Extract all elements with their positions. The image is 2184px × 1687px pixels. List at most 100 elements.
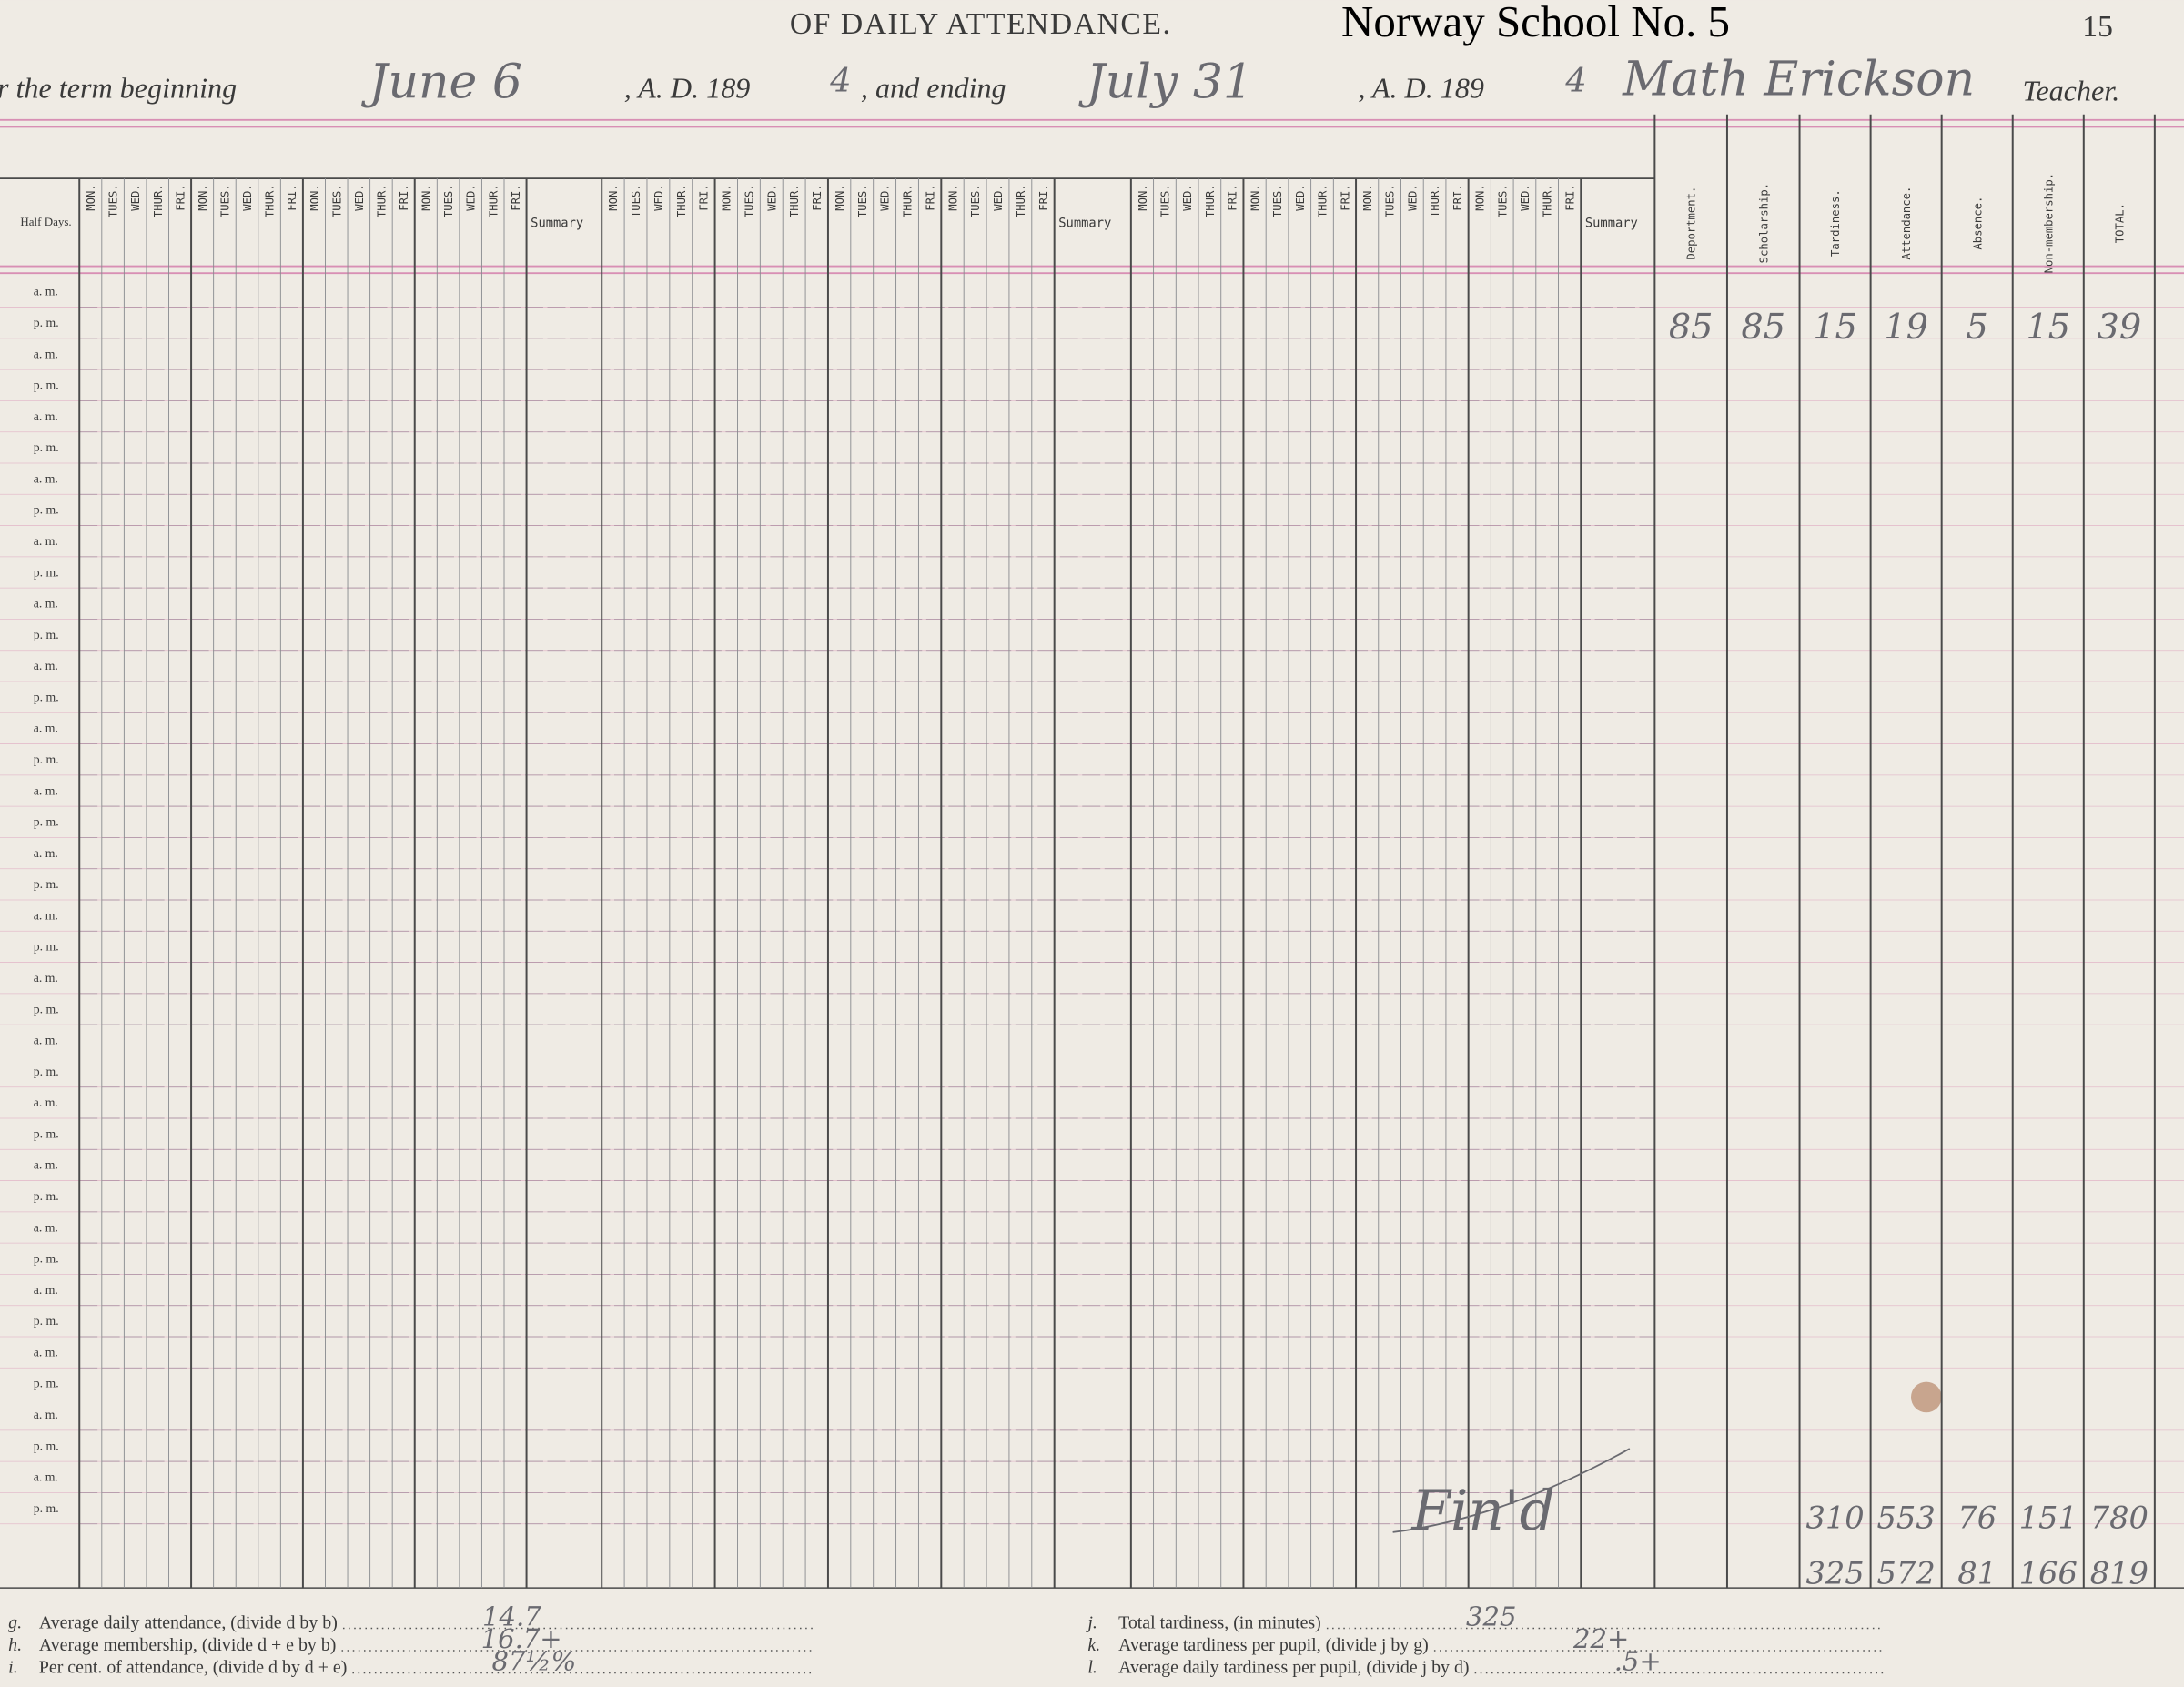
day-heading: WED. — [241, 184, 254, 210]
day-heading: FRI. — [1037, 184, 1050, 210]
handwritten-entry: 310 — [1805, 1500, 1864, 1535]
half-day-label: a. m. — [34, 659, 58, 672]
flourish — [1392, 1448, 1631, 1533]
school-name: Norway School No. 5 — [1341, 0, 1730, 46]
half-day-label: p. m. — [34, 1189, 59, 1203]
ad-label: , A. D. 189 — [624, 71, 751, 104]
day-heading: MON. — [308, 184, 321, 210]
day-heading: WED. — [1519, 184, 1532, 210]
day-heading: MON. — [1474, 184, 1487, 210]
half-day-label: a. m. — [34, 534, 58, 548]
day-heading: WED. — [1181, 184, 1194, 210]
day-heading: MON. — [420, 184, 433, 210]
day-heading: TUES. — [1384, 184, 1397, 217]
year: 4 — [829, 61, 851, 100]
footer-letter: j. — [1085, 1613, 1097, 1633]
day-heading: THUR. — [487, 184, 500, 217]
summary-heading: Summary — [1585, 217, 1638, 231]
half-day-label: a. m. — [34, 1345, 58, 1359]
day-heading: FRI. — [1563, 184, 1576, 210]
half-day-label: p. m. — [34, 690, 59, 703]
half-day-label: p. m. — [34, 940, 59, 954]
footer-letter: h. — [8, 1635, 22, 1655]
half-day-label: p. m. — [34, 1065, 59, 1078]
page-number: 15 — [2082, 10, 2113, 44]
handwritten-entry: 76 — [1957, 1500, 1997, 1535]
day-heading: MON. — [834, 184, 846, 210]
handwritten-entry: 39 — [2097, 307, 2141, 348]
half-day-label: a. m. — [34, 1220, 58, 1234]
footer-answer: 14.7 — [482, 1601, 541, 1631]
handwritten-entry: 553 — [1877, 1500, 1936, 1535]
page-title: OF DAILY ATTENDANCE. — [790, 7, 1172, 41]
day-heading: WED. — [465, 184, 478, 210]
day-heading: WED. — [652, 184, 665, 210]
footer-answer: .5+ — [1614, 1645, 1662, 1676]
footer-answer: 22+ — [1572, 1623, 1629, 1654]
handwritten-entry: 19 — [1884, 307, 1928, 348]
teacher-name: Math Erickson — [1622, 52, 1975, 106]
handwritten-entry: 85 — [1669, 307, 1714, 348]
handwritten-entry: 819 — [2090, 1556, 2149, 1591]
half-day-label: a. m. — [34, 471, 58, 485]
handwritten-entry: 325 — [1805, 1556, 1864, 1591]
day-heading: THUR. — [375, 184, 388, 217]
day-heading: TUES. — [743, 184, 755, 217]
half-day-label: a. m. — [34, 722, 58, 735]
day-heading: MON. — [946, 184, 959, 210]
half-day-label: a. m. — [34, 409, 58, 423]
day-heading: MON. — [1361, 184, 1374, 210]
day-heading: FRI. — [1451, 184, 1464, 210]
footer-text: Average tardiness per pupil, (divide j b… — [1118, 1635, 1429, 1655]
ad-label: , A. D. 189 — [1358, 71, 1484, 104]
day-heading: WED. — [992, 184, 1005, 210]
half-day-label: p. m. — [34, 1126, 59, 1140]
half-day-label: a. m. — [34, 846, 58, 860]
ending-label: , and ending — [861, 71, 1006, 104]
footer-letter: l. — [1087, 1657, 1097, 1677]
day-heading: FRI. — [1227, 184, 1239, 210]
day-heading: MON. — [1249, 184, 1261, 210]
end-date: July 31 — [1078, 55, 1253, 109]
half-day-label: a. m. — [34, 1470, 58, 1484]
total-heading: Absence. — [1971, 197, 1984, 250]
day-heading: FRI. — [924, 184, 936, 210]
half-day-label: a. m. — [34, 1408, 58, 1421]
day-heading: THUR. — [675, 184, 688, 217]
half-days-heading: Half Days. — [20, 215, 71, 228]
footer-answer: 16.7+ — [481, 1623, 562, 1654]
half-day-label: p. m. — [34, 628, 59, 641]
half-day-label: p. m. — [34, 379, 59, 392]
day-heading: THUR. — [1204, 184, 1217, 217]
stain — [1911, 1381, 1942, 1413]
half-day-label: a. m. — [34, 597, 58, 611]
half-day-label: a. m. — [34, 347, 58, 360]
day-heading: TUES. — [1496, 184, 1509, 217]
handwritten-entry: 85 — [1741, 307, 1785, 348]
year: 4 — [1564, 61, 1586, 100]
day-heading: FRI. — [174, 184, 187, 210]
day-heading: WED. — [765, 184, 778, 210]
handwritten-entry: 81 — [1957, 1556, 1997, 1591]
footer-letter: i. — [8, 1657, 18, 1677]
day-heading: MON. — [1137, 184, 1149, 210]
day-heading: FRI. — [510, 184, 522, 210]
day-heading: TUES. — [1159, 184, 1172, 217]
half-day-label: p. m. — [34, 877, 59, 891]
day-heading: THUR. — [788, 184, 801, 217]
day-heading: WED. — [1294, 184, 1307, 210]
half-day-label: p. m. — [34, 753, 59, 766]
day-heading: TUES. — [1271, 184, 1284, 217]
day-heading: TUES. — [856, 184, 869, 217]
half-day-label: a. m. — [34, 1283, 58, 1297]
footer-answer: 87½% — [492, 1645, 577, 1676]
day-heading: FRI. — [811, 184, 824, 210]
total-heading: Scholarship. — [1757, 183, 1770, 263]
handwritten-entry: 780 — [2090, 1500, 2149, 1535]
summary-heading: Summary — [531, 217, 583, 231]
day-heading: TUES. — [330, 184, 343, 217]
day-heading: THUR. — [1015, 184, 1027, 217]
total-heading: Deportment. — [1685, 187, 1698, 260]
